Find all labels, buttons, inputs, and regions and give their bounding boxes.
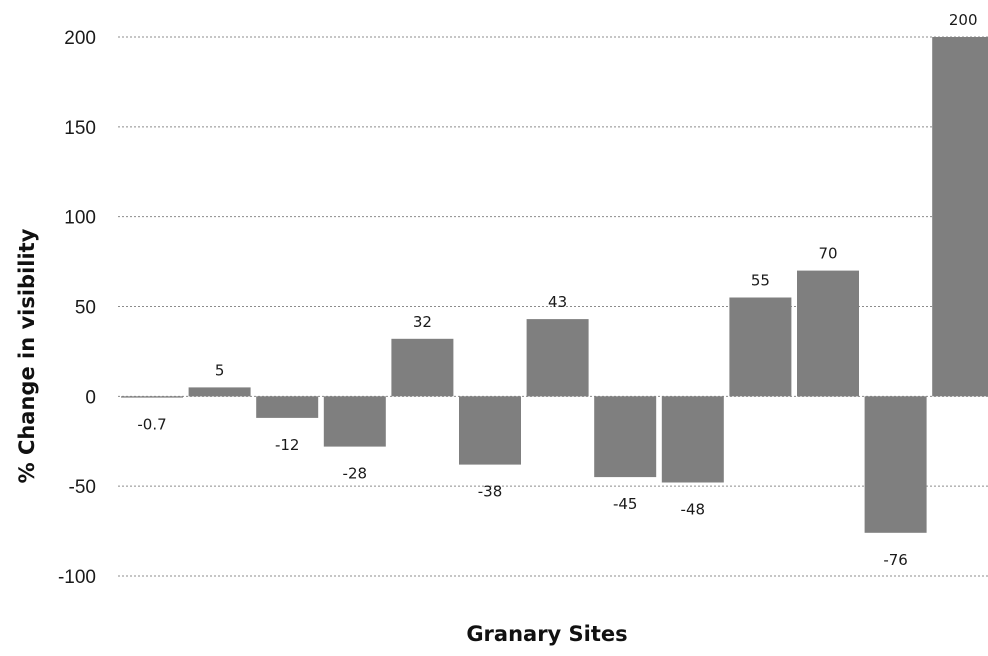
bar bbox=[459, 396, 521, 465]
bar bbox=[256, 396, 319, 418]
y-tick-labels: -100 -50 0 50 100 150 200 bbox=[58, 28, 96, 588]
data-labels: -0.7 5 -12 -28 32 -38 43 -45 -48 55 70 -76 200 bbox=[137, 11, 977, 569]
data-label: -28 bbox=[343, 465, 368, 483]
y-tick-label: -100 bbox=[58, 567, 96, 588]
bar bbox=[729, 297, 792, 397]
x-axis-title: Granary Sites bbox=[466, 622, 627, 646]
bar bbox=[797, 270, 859, 397]
y-axis-title: % Change in visibility bbox=[15, 228, 39, 483]
bar bbox=[391, 338, 454, 397]
bar bbox=[594, 396, 657, 478]
y-tick-label: -50 bbox=[69, 477, 96, 498]
y-tick-label: 100 bbox=[64, 208, 96, 229]
y-tick-label: 150 bbox=[64, 118, 96, 139]
data-label: 200 bbox=[949, 11, 978, 29]
bar bbox=[932, 37, 988, 397]
y-tick-label: 50 bbox=[75, 298, 96, 319]
bar bbox=[661, 396, 724, 483]
data-label: -12 bbox=[275, 436, 300, 454]
y-tick-label: 200 bbox=[64, 28, 96, 49]
data-label: -76 bbox=[883, 551, 908, 569]
bar bbox=[864, 396, 927, 533]
data-label: -48 bbox=[681, 501, 706, 519]
bar bbox=[526, 319, 589, 397]
y-tick-label: 0 bbox=[85, 387, 96, 408]
data-label: 55 bbox=[751, 272, 770, 290]
bar bbox=[323, 396, 386, 447]
data-label: -38 bbox=[478, 483, 503, 501]
bar bbox=[188, 387, 251, 397]
data-label: 32 bbox=[413, 313, 432, 331]
data-label: 5 bbox=[215, 361, 225, 379]
data-label: -45 bbox=[613, 495, 638, 513]
data-label: -0.7 bbox=[137, 416, 166, 434]
data-label: 70 bbox=[818, 245, 837, 263]
bars bbox=[121, 37, 988, 533]
bar bbox=[121, 396, 183, 398]
data-label: 43 bbox=[548, 293, 567, 311]
